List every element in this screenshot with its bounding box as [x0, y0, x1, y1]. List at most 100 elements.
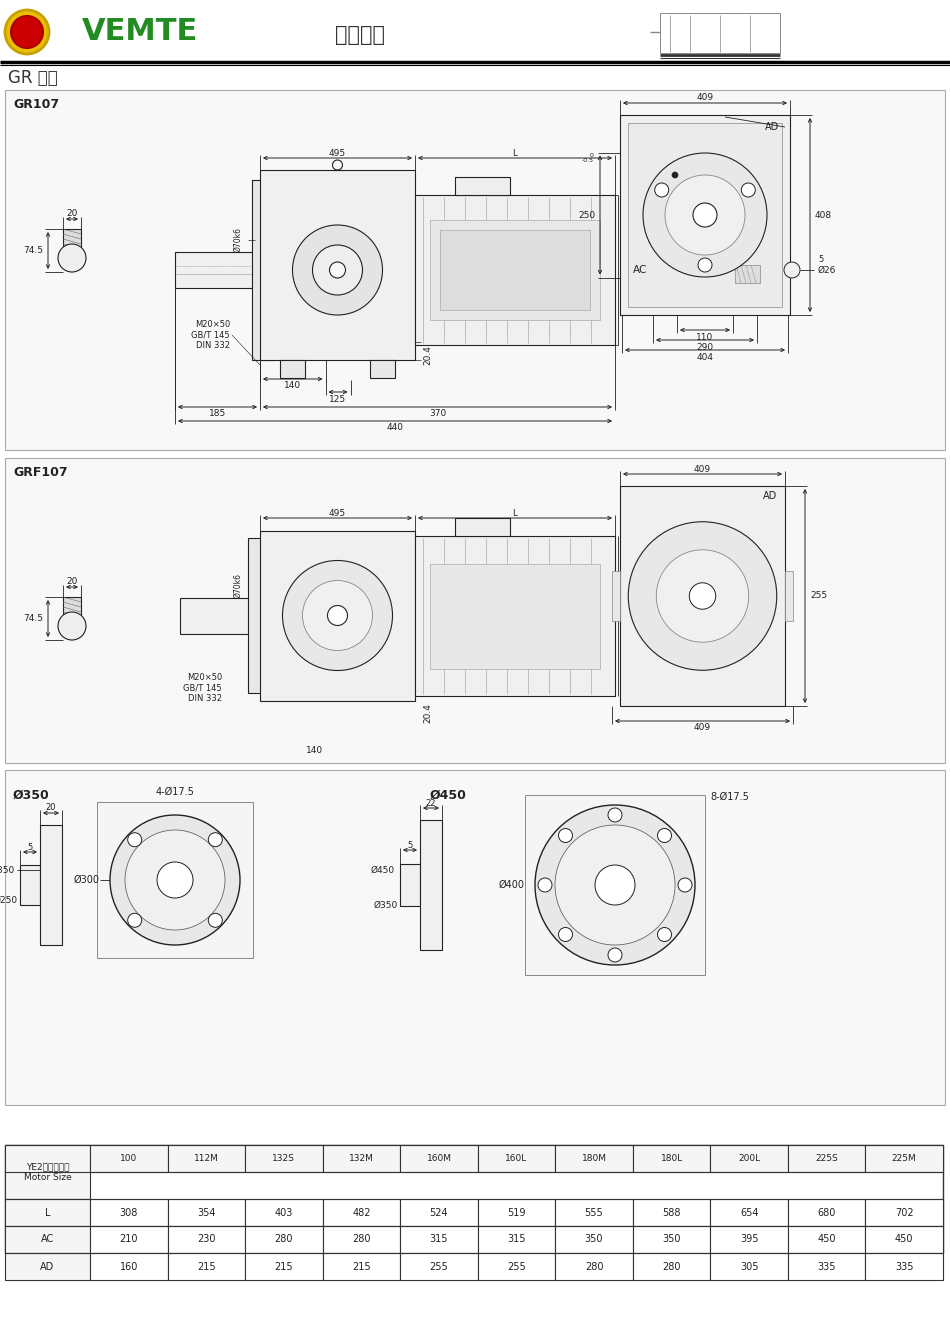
- Bar: [660, 13, 780, 53]
- Bar: [633, 1253, 711, 1280]
- Bar: [370, 360, 395, 378]
- Circle shape: [535, 805, 695, 965]
- Text: 215: 215: [275, 1262, 294, 1271]
- Text: 180L: 180L: [660, 1154, 683, 1163]
- Text: 588: 588: [662, 1208, 681, 1217]
- Text: Ø450: Ø450: [370, 866, 395, 874]
- Text: F: F: [23, 24, 30, 34]
- Bar: [248, 539, 276, 693]
- Text: 702: 702: [895, 1208, 914, 1217]
- Bar: [175, 252, 260, 288]
- Bar: [245, 1253, 323, 1280]
- Text: 370: 370: [428, 409, 446, 418]
- Text: 20: 20: [46, 804, 56, 813]
- Text: Ø250: Ø250: [0, 895, 18, 904]
- Bar: [90, 1199, 167, 1226]
- Bar: [455, 517, 510, 536]
- Bar: [90, 1226, 167, 1253]
- Bar: [40, 825, 62, 945]
- Text: VEMTE: VEMTE: [82, 17, 199, 46]
- Text: 132S: 132S: [273, 1154, 295, 1163]
- Text: 482: 482: [352, 1208, 370, 1217]
- Text: 408: 408: [815, 210, 832, 219]
- Bar: [323, 1226, 400, 1253]
- Bar: [525, 795, 705, 975]
- Text: 20.4: 20.4: [423, 345, 432, 364]
- Text: AD: AD: [40, 1262, 54, 1271]
- Text: AD: AD: [765, 121, 779, 132]
- Text: Ø70k6: Ø70k6: [234, 227, 242, 252]
- Bar: [252, 180, 274, 360]
- Text: 280: 280: [275, 1234, 294, 1245]
- Text: 110: 110: [696, 333, 713, 342]
- Text: 20.4: 20.4: [423, 704, 432, 723]
- Text: Ø70k6: Ø70k6: [234, 573, 242, 598]
- Circle shape: [127, 833, 142, 846]
- Text: 255: 255: [429, 1262, 448, 1271]
- Bar: [167, 1144, 245, 1172]
- Bar: [430, 564, 600, 668]
- Bar: [63, 597, 81, 619]
- Bar: [711, 1253, 788, 1280]
- Circle shape: [328, 606, 348, 626]
- Text: 225M: 225M: [892, 1154, 917, 1163]
- Text: 160L: 160L: [505, 1154, 527, 1163]
- Bar: [400, 1144, 478, 1172]
- Text: 680: 680: [818, 1208, 836, 1217]
- Bar: [788, 1199, 865, 1226]
- Text: 5: 5: [818, 256, 824, 264]
- Text: 409: 409: [694, 723, 711, 733]
- Circle shape: [125, 830, 225, 931]
- Bar: [167, 1226, 245, 1253]
- Text: Ø300: Ø300: [74, 875, 100, 884]
- Bar: [323, 1144, 400, 1172]
- Bar: [97, 803, 253, 958]
- Circle shape: [330, 261, 346, 279]
- Circle shape: [678, 878, 692, 892]
- Bar: [633, 1144, 711, 1172]
- Text: 减速电机: 减速电机: [335, 25, 385, 45]
- Circle shape: [559, 829, 573, 842]
- Circle shape: [208, 913, 222, 928]
- Bar: [415, 536, 615, 696]
- Circle shape: [784, 261, 800, 279]
- Bar: [633, 1226, 711, 1253]
- Bar: [865, 1199, 943, 1226]
- Text: GR 系列: GR 系列: [8, 69, 58, 87]
- Circle shape: [293, 224, 383, 315]
- Circle shape: [5, 11, 49, 54]
- Circle shape: [628, 521, 777, 671]
- Text: 74.5: 74.5: [23, 246, 43, 255]
- Text: 20: 20: [66, 210, 78, 219]
- Bar: [5, 1226, 90, 1253]
- Bar: [420, 820, 442, 950]
- Text: 654: 654: [740, 1208, 758, 1217]
- Circle shape: [665, 176, 745, 255]
- Text: GR107: GR107: [13, 98, 59, 111]
- Text: L: L: [512, 149, 518, 157]
- Text: 215: 215: [352, 1262, 370, 1271]
- Bar: [711, 1199, 788, 1226]
- Text: 180M: 180M: [581, 1154, 606, 1163]
- Circle shape: [538, 878, 552, 892]
- Text: Ø350: Ø350: [0, 866, 15, 874]
- Bar: [400, 865, 420, 906]
- Text: 280: 280: [585, 1262, 603, 1271]
- Text: AC: AC: [41, 1234, 54, 1245]
- Text: AD: AD: [763, 491, 777, 502]
- Bar: [5, 1199, 90, 1226]
- Bar: [612, 572, 620, 620]
- Bar: [5, 1144, 90, 1199]
- Text: 140: 140: [284, 381, 301, 391]
- Text: 112M: 112M: [194, 1154, 218, 1163]
- Circle shape: [595, 865, 635, 906]
- Text: 230: 230: [197, 1234, 216, 1245]
- Circle shape: [58, 612, 86, 640]
- Text: 354: 354: [197, 1208, 216, 1217]
- Bar: [620, 486, 785, 706]
- Text: 308: 308: [120, 1208, 138, 1217]
- Circle shape: [655, 183, 669, 197]
- Text: M: M: [22, 32, 31, 42]
- Text: 495: 495: [329, 508, 346, 517]
- Text: 250: 250: [578, 210, 595, 219]
